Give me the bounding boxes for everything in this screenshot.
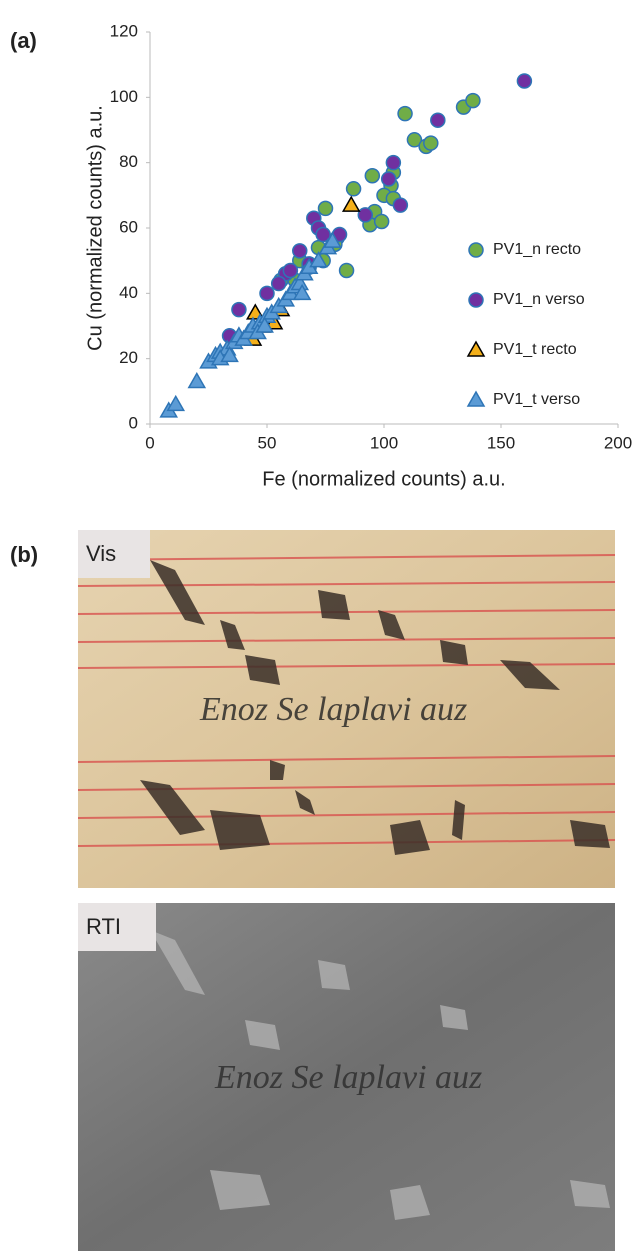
legend-marker [468,292,484,308]
y-tick-label: 60 [119,217,138,236]
point [270,275,287,292]
point [392,197,409,213]
point [292,283,312,301]
point [166,394,186,412]
point [406,132,423,148]
x-tick-label: 50 [258,433,277,452]
legend-label: PV1_n recto [493,241,581,258]
point [423,135,439,151]
point [292,243,308,259]
y-tick-label: 80 [119,152,138,171]
svg-text:Enoz Se laplavi auz: Enoz Se laplavi auz [214,1059,482,1096]
point [385,154,402,171]
point [187,372,207,389]
point [430,112,446,128]
y-axis-label: Cu (normalized counts) a.u. [84,105,106,351]
y-tick-label: 20 [119,348,138,367]
image-label: Vis [86,541,116,566]
x-tick-label: 100 [370,433,398,452]
point [397,105,413,122]
panel-label: (b) [10,542,38,567]
point [357,207,374,223]
image-label: RTI [86,914,121,939]
point [465,92,481,109]
x-tick-label: 200 [604,433,632,452]
label-box [78,903,156,951]
point [516,73,533,89]
point [373,213,390,230]
point [345,181,362,197]
point [364,167,381,184]
point [282,262,299,279]
legend-marker [466,390,486,407]
legend-marker [468,242,484,258]
rti-surface [78,903,615,1251]
point [255,316,274,333]
point [380,171,397,187]
point [338,262,355,279]
legend-label: PV1_n verso [493,291,585,308]
point [309,251,328,268]
y-tick-label: 120 [110,21,138,40]
y-tick-label: 0 [129,413,138,432]
y-tick-label: 40 [119,283,138,302]
y-tick-label: 100 [110,87,138,106]
point [315,226,331,243]
point [341,195,361,212]
legend-label: PV1_t verso [493,391,580,408]
svg-text:Enoz Se laplavi auz: Enoz Se laplavi auz [199,691,467,728]
panel-label: (a) [10,28,37,53]
vis-image: Enoz Se laplavi auz Vis [77,530,616,888]
point [317,200,334,217]
point [259,285,275,302]
point [220,345,239,363]
x-axis-label: Fe (normalized counts) a.u. [262,468,505,490]
x-tick-label: 150 [487,433,515,452]
legend-label: PV1_t recto [493,341,577,358]
point [231,301,247,318]
label-box [78,530,150,578]
legend-marker [466,340,486,357]
point [323,231,342,248]
x-tick-label: 0 [145,433,154,452]
rti-image: Enoz Se laplavi auz RTI [78,903,615,1251]
